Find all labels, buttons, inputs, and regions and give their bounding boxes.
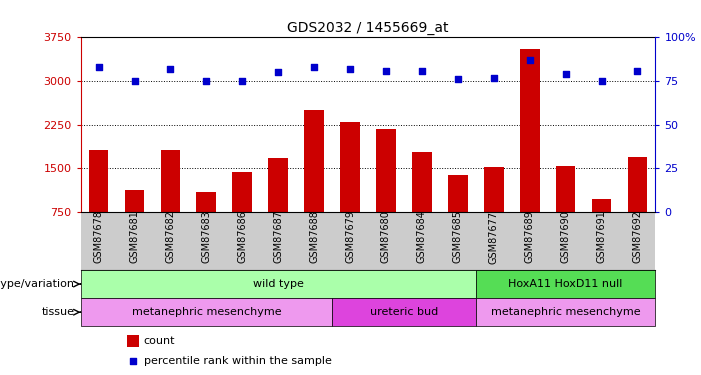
Bar (448, 175, 468, 255)
Bar (81, 298, 332, 326)
Point (273, 69, 284, 75)
Point (344, 66, 355, 72)
Bar (476, 270, 655, 298)
Text: tissue: tissue (42, 307, 75, 317)
Text: metanephric mesenchyme: metanephric mesenchyme (132, 307, 281, 317)
Point (308, 64, 320, 70)
Point (524, 57, 536, 63)
Bar (268, 158, 288, 255)
Text: ureteric bud: ureteric bud (370, 307, 438, 317)
Bar (520, 49, 540, 255)
Bar (332, 298, 476, 326)
Point (488, 75, 499, 81)
Text: wild type: wild type (253, 279, 304, 289)
Bar (161, 150, 180, 255)
Bar (627, 157, 647, 255)
Title: GDS2032 / 1455669_at: GDS2032 / 1455669_at (287, 21, 449, 35)
Bar (376, 129, 396, 255)
Text: count: count (144, 336, 175, 346)
Text: percentile rank within the sample: percentile rank within the sample (144, 356, 332, 366)
Text: HoxA11 HoxD11 null: HoxA11 HoxD11 null (508, 279, 622, 289)
Bar (340, 122, 360, 255)
Point (200, 78, 212, 84)
Point (416, 68, 428, 74)
Bar (233, 172, 252, 255)
Point (129, 78, 140, 84)
Point (596, 78, 607, 84)
Bar (196, 192, 216, 255)
Bar (484, 166, 503, 255)
Bar (127, 335, 139, 347)
Text: metanephric mesenchyme: metanephric mesenchyme (491, 307, 641, 317)
Point (560, 71, 571, 77)
Bar (556, 166, 576, 255)
Point (93, 64, 104, 70)
Bar (476, 298, 655, 326)
Point (128, 358, 139, 364)
Text: genotype/variation: genotype/variation (0, 279, 75, 289)
Point (381, 68, 392, 74)
Bar (81, 270, 476, 298)
Point (165, 66, 176, 72)
Point (632, 68, 643, 74)
Bar (89, 150, 109, 255)
Point (452, 76, 463, 82)
Bar (304, 110, 324, 255)
Bar (125, 190, 144, 255)
Point (237, 78, 248, 84)
Bar (412, 152, 432, 255)
Bar (592, 198, 611, 255)
